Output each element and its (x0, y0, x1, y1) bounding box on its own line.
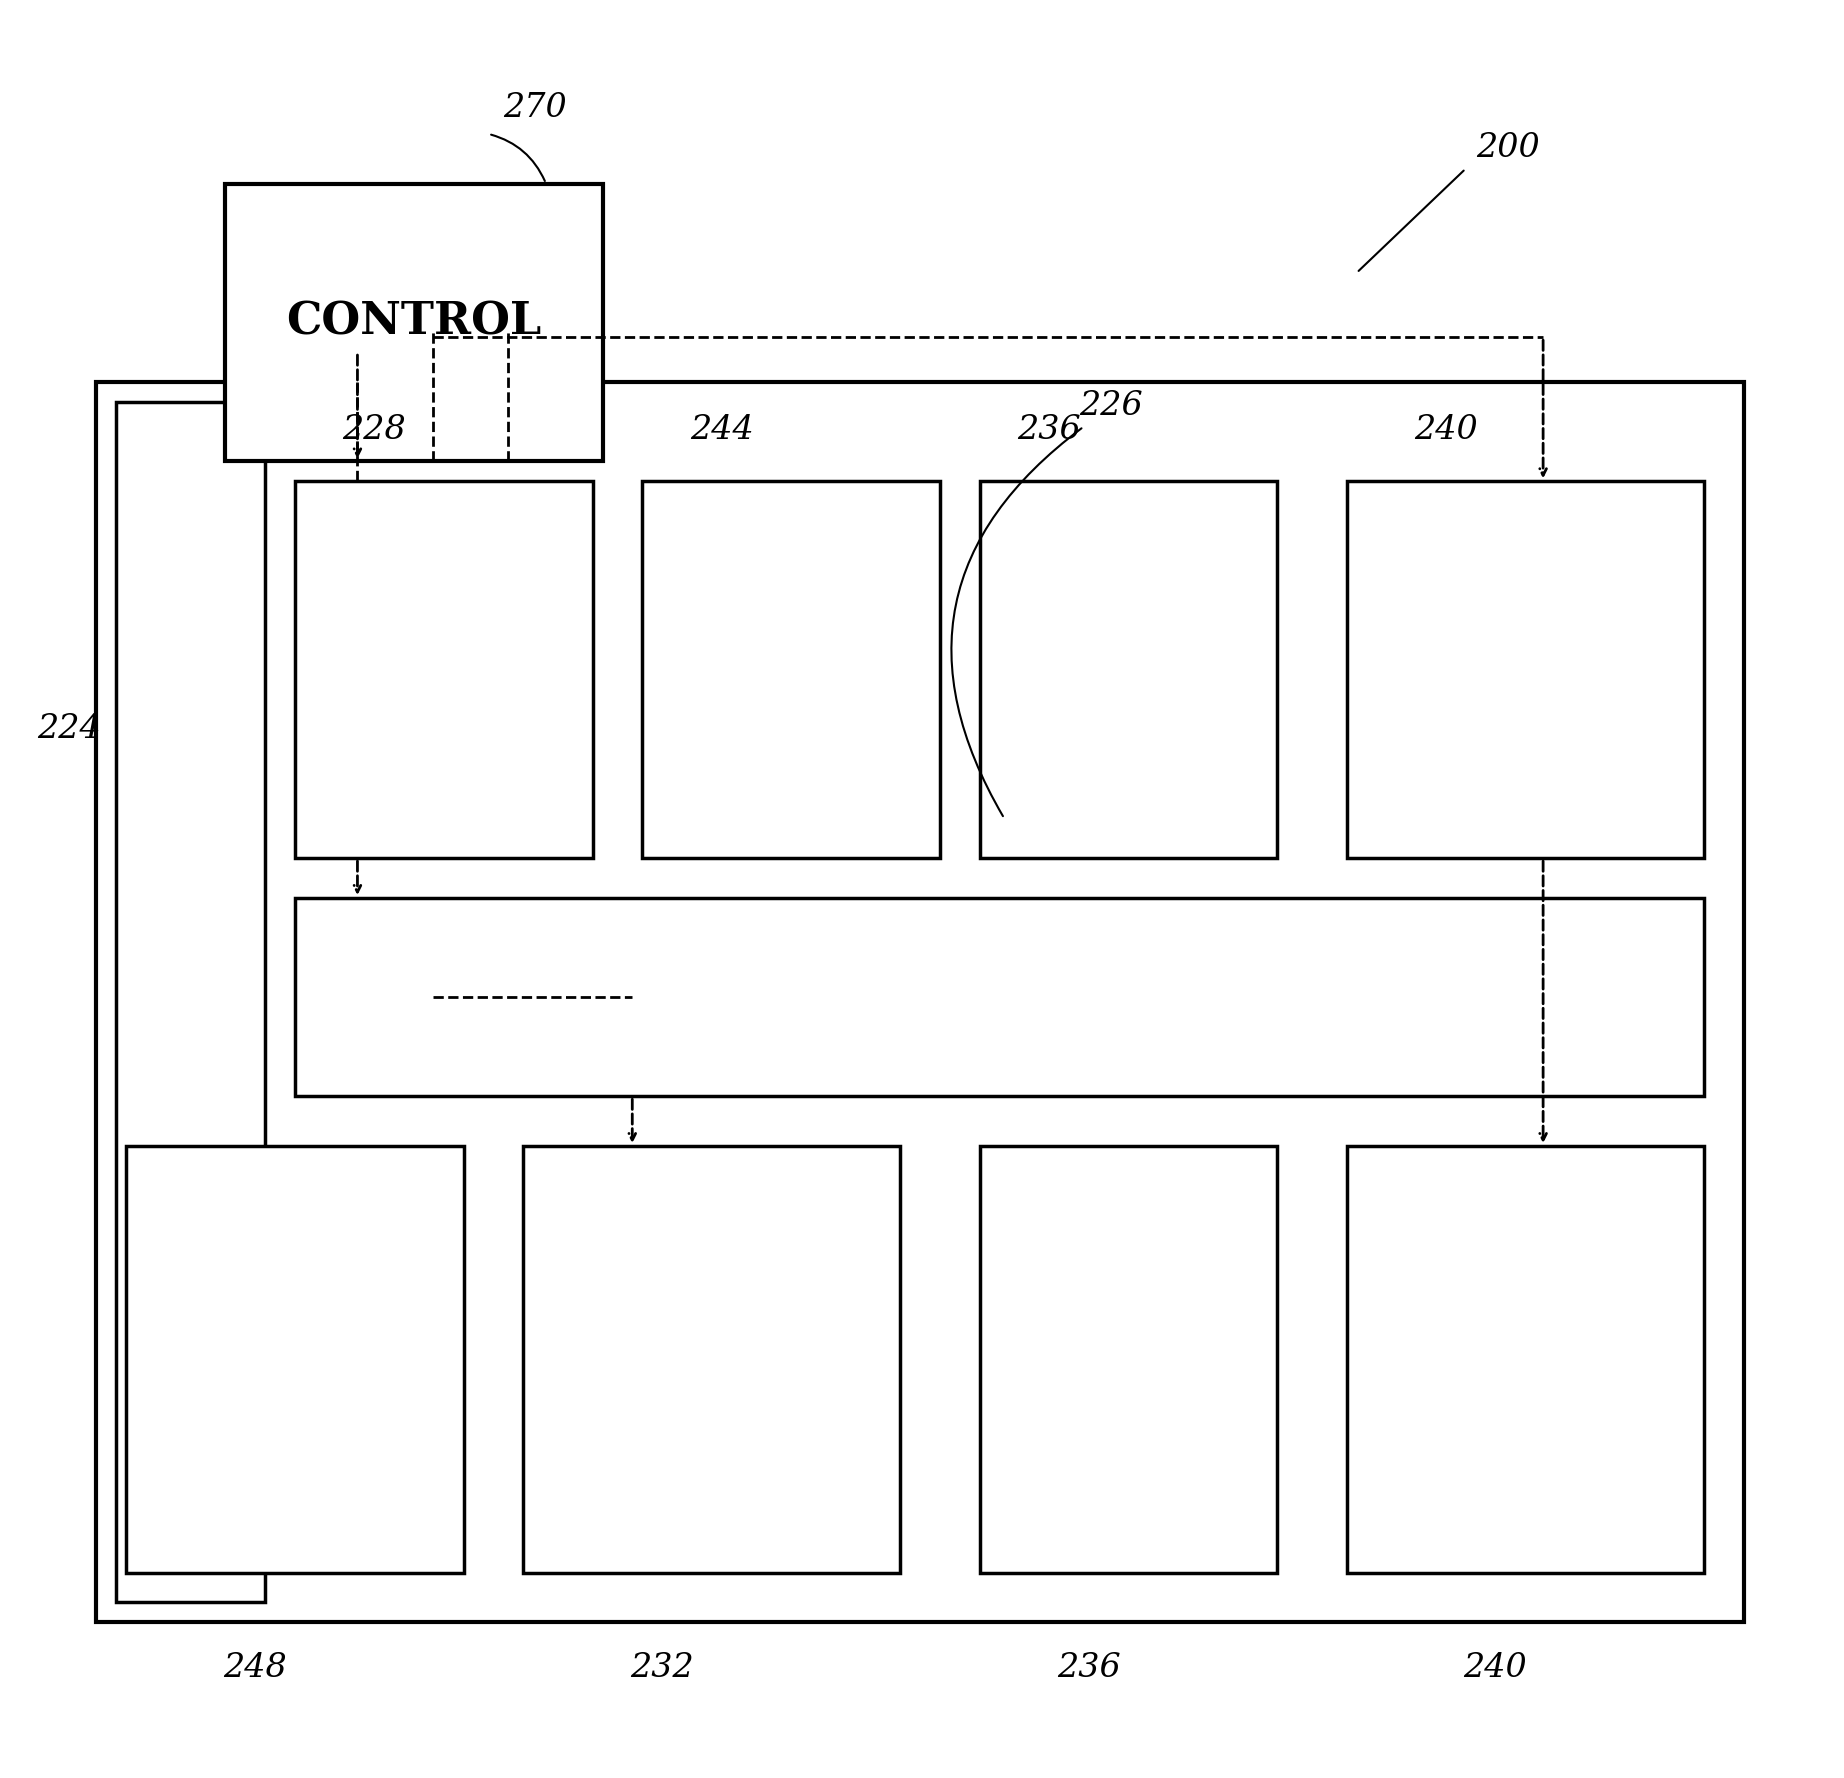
Bar (295, 482, 592, 859)
Text: 240: 240 (1464, 1652, 1527, 1684)
Bar (1346, 1147, 1704, 1572)
Text: 240: 240 (1414, 414, 1477, 446)
Bar (225, 183, 603, 461)
Text: 236: 236 (1057, 1652, 1121, 1684)
Bar (642, 482, 940, 859)
Bar (524, 1147, 900, 1572)
Text: 232: 232 (631, 1652, 693, 1684)
Text: 224: 224 (37, 713, 101, 745)
Text: 236: 236 (1018, 414, 1081, 446)
Text: 270: 270 (503, 92, 568, 124)
Text: 200: 200 (1475, 132, 1540, 164)
Bar (125, 1147, 463, 1572)
Text: 248: 248 (223, 1652, 288, 1684)
Text: 228: 228 (343, 414, 406, 446)
Text: CONTROL: CONTROL (286, 300, 542, 343)
Bar (979, 1147, 1278, 1572)
Bar (295, 898, 1704, 1097)
Bar (1346, 482, 1704, 859)
Text: 226: 226 (1079, 389, 1143, 421)
Bar (979, 482, 1278, 859)
Bar (96, 382, 1744, 1622)
Text: 244: 244 (690, 414, 754, 446)
Bar (116, 402, 266, 1602)
